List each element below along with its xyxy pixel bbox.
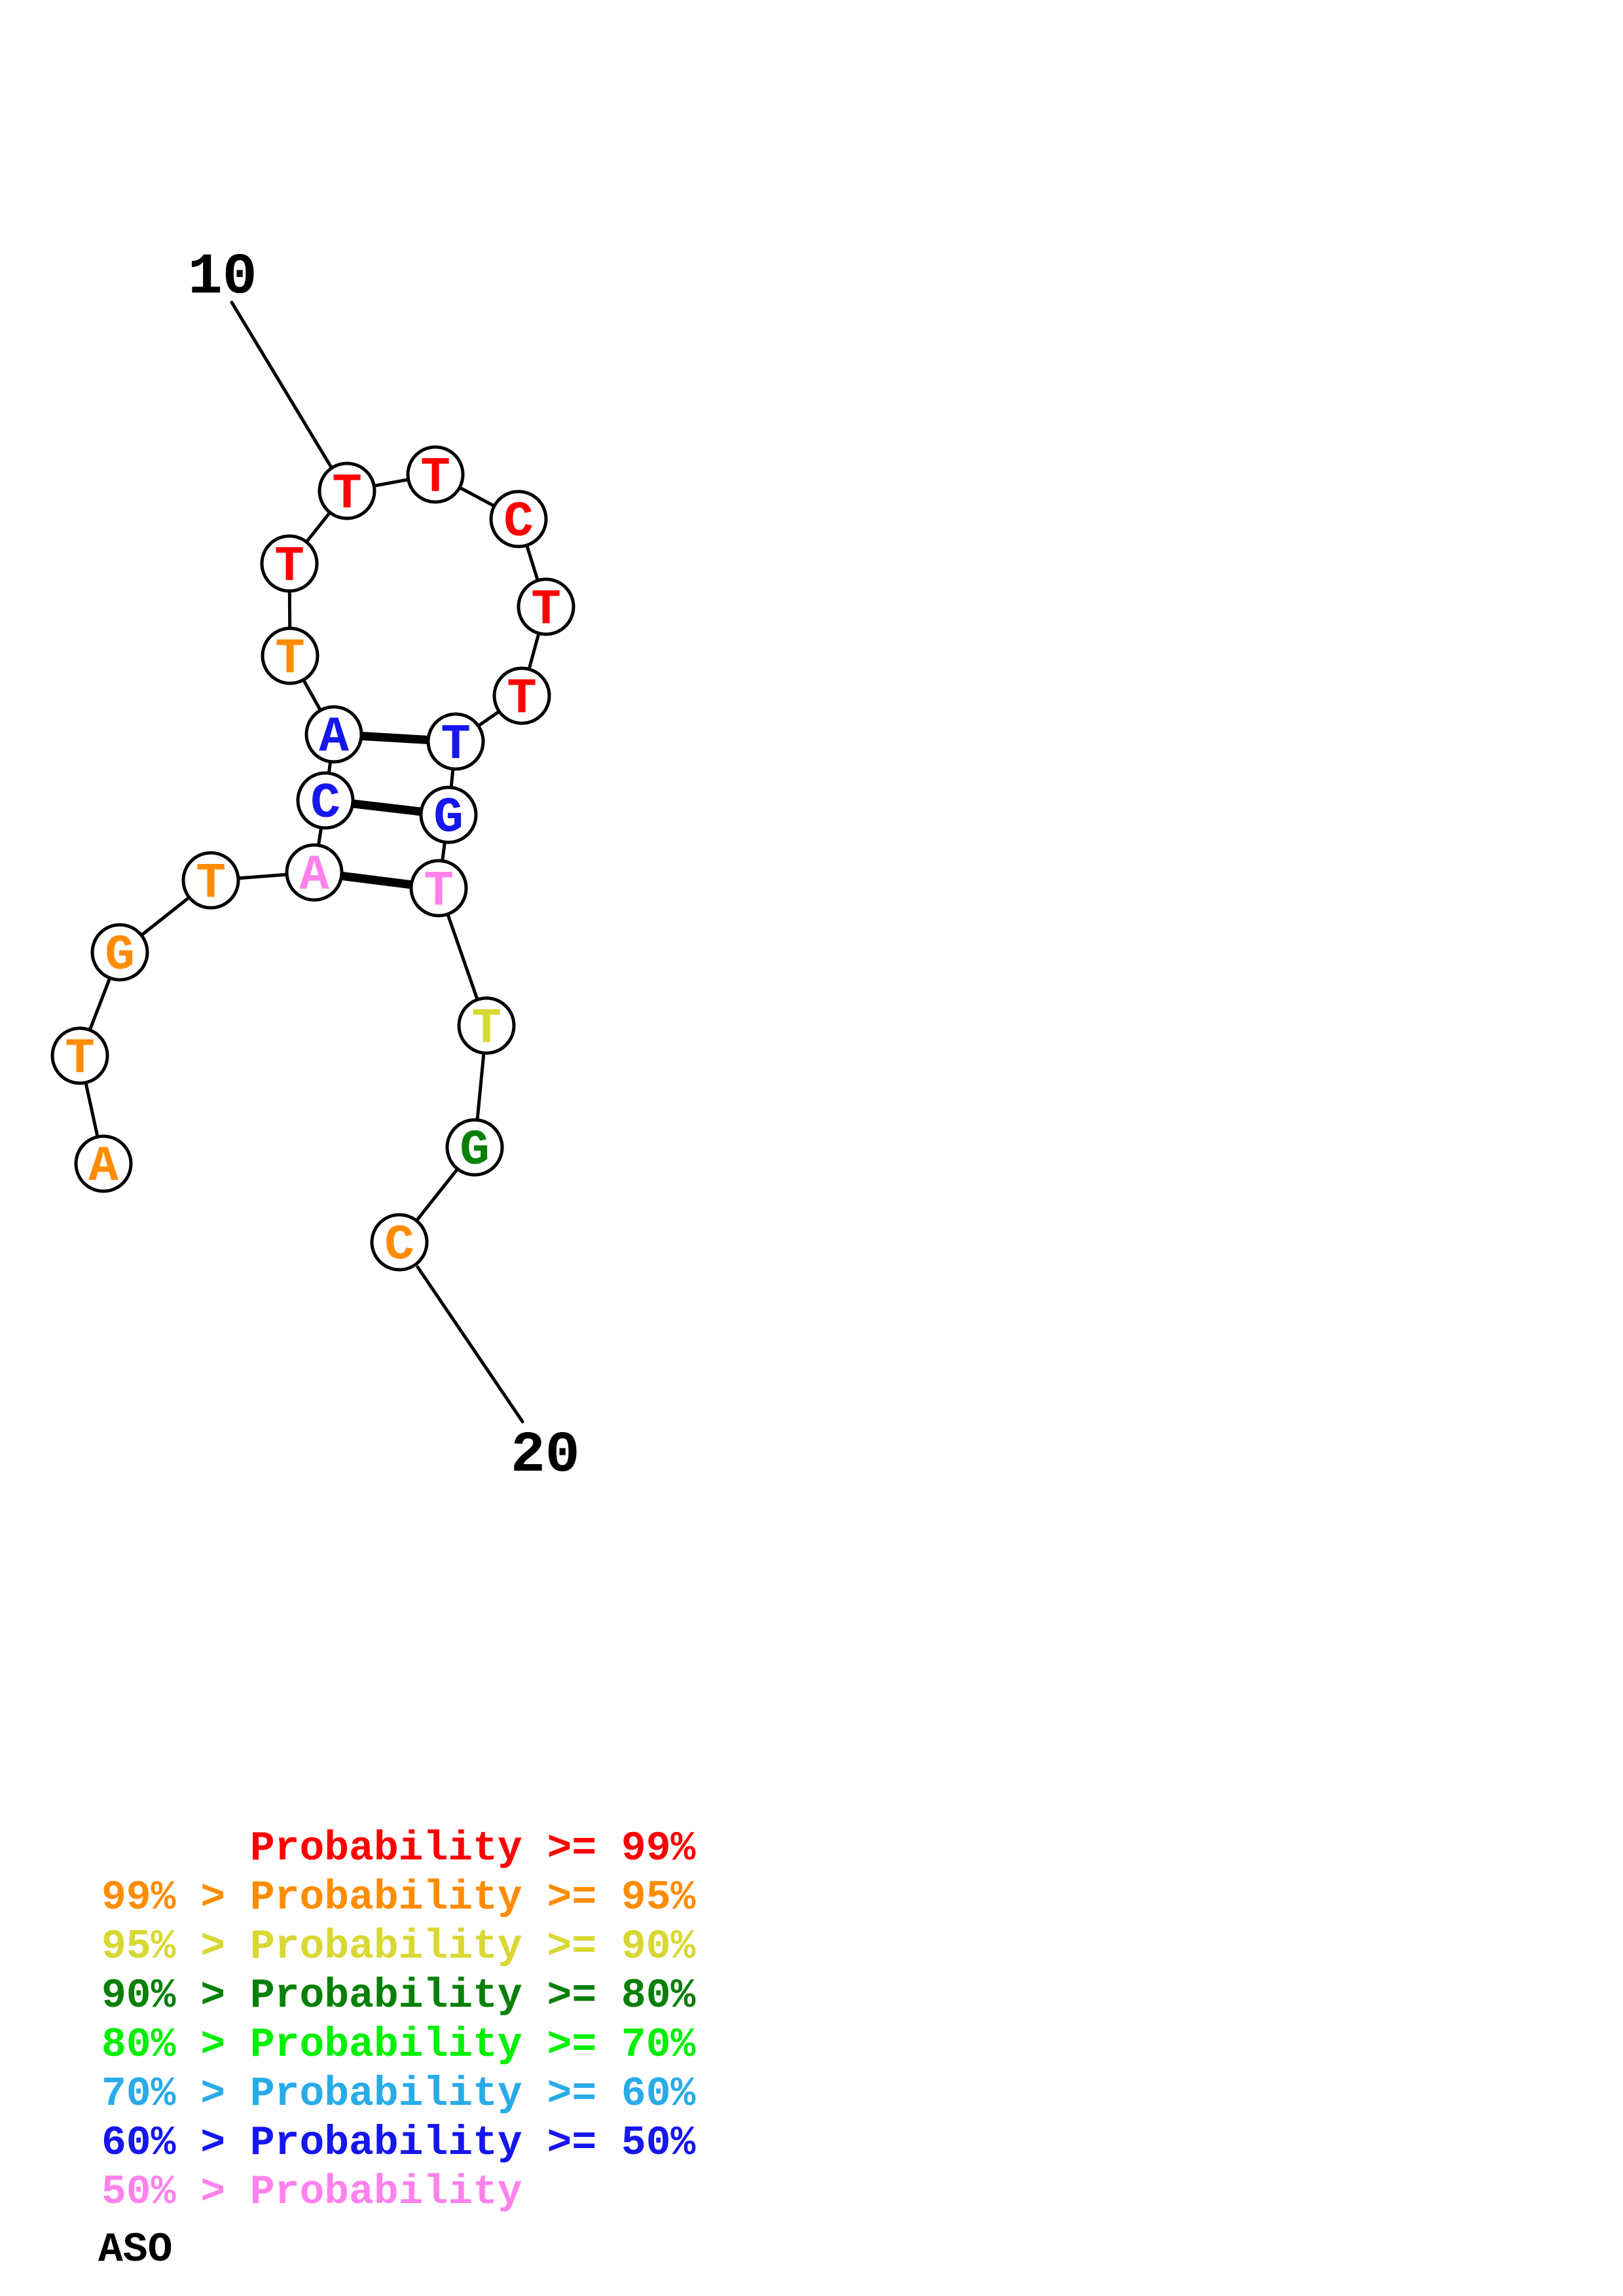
nucleotide-5-circle — [285, 843, 344, 902]
legend-row-4: 90% > Probability >= 80% — [101, 1973, 696, 2019]
nucleotide-20-letter: C — [384, 1217, 414, 1274]
nucleotide-13-letter: T — [531, 582, 561, 638]
nucleotide-13-circle — [517, 577, 575, 636]
nucleotide-10-letter: T — [332, 466, 362, 522]
nucleotide-2-circle — [50, 1026, 109, 1085]
nucleotide-12-letter: C — [503, 494, 534, 550]
nucleotide-20-circle — [370, 1213, 429, 1272]
sequence-name-label: ASO — [98, 2227, 173, 2273]
nucleotide-1-letter: A — [88, 1139, 119, 1195]
nucleotide-19-letter: G — [460, 1122, 490, 1179]
nucleotide-6-circle — [296, 771, 355, 830]
legend-row-1: Probability >= 99% — [101, 1825, 696, 1872]
nucleotide-12-circle — [489, 490, 548, 548]
nucleotide-17-letter: T — [424, 863, 454, 920]
legend-row-5: 80% > Probability >= 70% — [101, 2022, 696, 2068]
nucleotide-7-circle — [304, 705, 363, 764]
nucleotide-14-letter: T — [507, 671, 537, 727]
nucleotide-18-letter: T — [471, 1001, 501, 1057]
nucleotide-14-circle — [492, 666, 551, 725]
nucleotide-10-circle — [318, 461, 376, 520]
nucleotide-7-letter: A — [319, 709, 349, 766]
nucleotide-15-letter: T — [441, 717, 471, 773]
nucleotide-4-letter: T — [196, 855, 226, 912]
nucleotide-1-circle — [74, 1134, 133, 1193]
nucleotide-3-letter: G — [105, 927, 135, 984]
nucleotide-3-circle — [90, 923, 149, 982]
probability-legend: Probability >= 99% 99% > Probability >= 9… — [101, 1824, 695, 2217]
legend-row-2: 99% > Probability >= 95% — [101, 1874, 696, 1921]
nucleotide-9-circle — [260, 534, 319, 593]
nucleotide-6-letter: C — [310, 776, 340, 832]
legend-row-8: 50% > Probability — [101, 2169, 522, 2215]
label-line-1 — [230, 300, 333, 469]
nucleotide-8-letter: T — [275, 631, 305, 687]
legend-row-7: 60% > Probability >= 50% — [101, 2120, 696, 2166]
legend-row-3: 95% > Probability >= 90% — [101, 1924, 696, 1970]
nucleotide-11-circle — [406, 445, 465, 504]
nucleotide-2-letter: T — [65, 1031, 95, 1087]
nucleotide-16-letter: G — [433, 790, 464, 846]
nucleotide-8-circle — [261, 626, 319, 685]
nucleotide-19-circle — [445, 1118, 504, 1177]
nucleotide-16-circle — [419, 785, 478, 844]
position-label-20: 20 — [511, 1424, 580, 1488]
nucleotide-4-circle — [181, 851, 240, 910]
nucleotide-9-letter: T — [274, 539, 304, 595]
nucleotide-17-circle — [409, 859, 468, 918]
nucleotide-15-circle — [426, 712, 485, 771]
nucleotide-5-letter: A — [299, 848, 329, 904]
label-line-2 — [416, 1265, 524, 1424]
nucleotide-18-circle — [457, 996, 516, 1055]
nucleotide-11-letter: T — [420, 450, 450, 506]
position-label-10: 10 — [188, 245, 257, 310]
legend-row-6: 70% > Probability >= 60% — [101, 2071, 696, 2117]
